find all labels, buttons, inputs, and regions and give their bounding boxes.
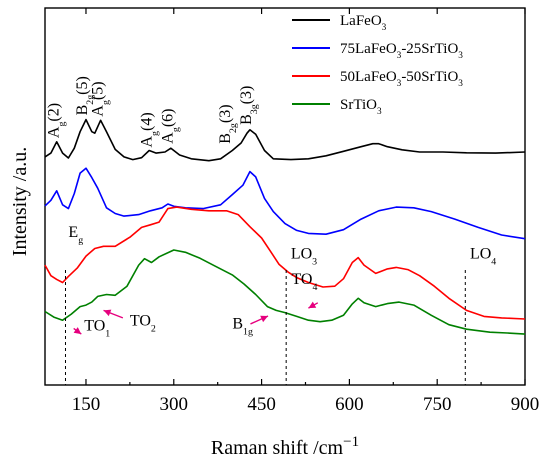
arrow-head bbox=[260, 315, 269, 323]
series-line bbox=[44, 118, 526, 162]
axes: 150 300 450 600 750 900 Raman shift /cm−1 Inten… bbox=[9, 7, 540, 459]
x-tick-label: 300 bbox=[160, 394, 189, 415]
y-axis-label: Intensity /a.u. bbox=[9, 147, 31, 256]
band-label: LO3 bbox=[291, 246, 317, 268]
series-line bbox=[44, 206, 526, 320]
peak-label: B2g(3) bbox=[217, 104, 239, 143]
series-layer bbox=[44, 118, 526, 335]
arrow-head bbox=[308, 301, 317, 309]
band-label: Eg bbox=[68, 224, 83, 246]
peak-label: B2g(5) bbox=[74, 76, 96, 115]
x-tick-label: 600 bbox=[335, 394, 364, 415]
x-tick-label: 900 bbox=[511, 394, 540, 415]
legend: LaFeO3 75LaFeO3-25SrTiO3 50LaFeO3-50SrTiO3… bbox=[292, 13, 463, 117]
peak-label: B3g(3) bbox=[238, 86, 260, 125]
band-label: TO2 bbox=[130, 312, 156, 334]
x-tick-label: 450 bbox=[247, 394, 276, 415]
peak-label-text: Ag(6) bbox=[160, 109, 182, 144]
series-line bbox=[44, 249, 526, 335]
peak-label-text: B2g(3) bbox=[217, 104, 239, 143]
peak-label: Ag(6) bbox=[160, 109, 182, 144]
series-line bbox=[44, 167, 526, 240]
band-label: TO4 bbox=[291, 271, 317, 293]
x-tick-label: 750 bbox=[423, 394, 452, 415]
peak-label-text: B2g(5) bbox=[74, 76, 96, 115]
x-axis-label: Raman shift /cm−1 bbox=[211, 434, 359, 459]
legend-entry: LaFeO3 bbox=[340, 13, 387, 33]
legend-entry: 75LaFeO3-25SrTiO3 bbox=[340, 41, 463, 61]
band-label: LO4 bbox=[470, 246, 496, 268]
x-tick-label: 150 bbox=[72, 394, 101, 415]
legend-entry: 50LaFeO3-50SrTiO3 bbox=[340, 69, 463, 89]
annotation-layer: Ag(2) B2g(5)Ag(5) Ag(4)Ag(6) B2g(3) B3g(3) Eg… bbox=[46, 76, 496, 385]
legend-entry: SrTiO3 bbox=[340, 97, 382, 117]
peak-label-text: Ag(2) bbox=[46, 103, 68, 138]
band-label: TO1 bbox=[84, 317, 110, 339]
peak-label: Ag(5) bbox=[89, 81, 111, 116]
band-label: B1g bbox=[232, 315, 253, 337]
peak-label-text: Ag(5) bbox=[89, 81, 111, 116]
arrow-head bbox=[103, 309, 112, 317]
peak-label-text: Ag(4) bbox=[139, 112, 161, 147]
arrow-head bbox=[73, 327, 82, 335]
peak-label: Ag(2) bbox=[46, 103, 68, 138]
peak-label: Ag(4) bbox=[139, 112, 161, 147]
plot-frame bbox=[44, 7, 526, 386]
peak-label-text: B3g(3) bbox=[238, 86, 260, 125]
